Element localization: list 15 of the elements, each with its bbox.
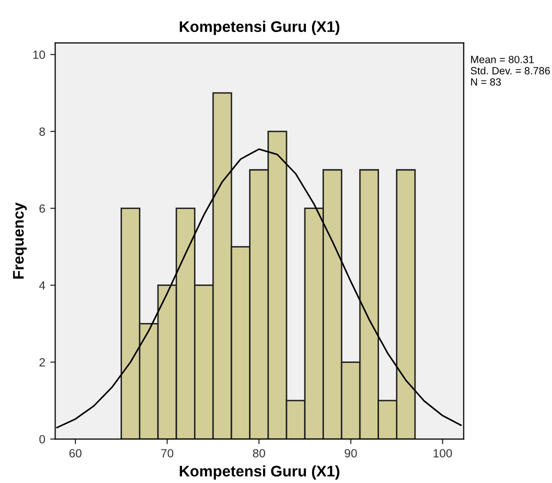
x-axis-title: Kompetensi Guru (X1): [180, 465, 340, 480]
x-tick-label: 70: [161, 449, 174, 458]
y-tick-label: 8: [39, 127, 45, 136]
x-tick-label: 80: [252, 449, 266, 458]
y-axis-title: Frequency: [13, 202, 27, 279]
y-tick-label: 2: [40, 358, 45, 366]
chart-title: Kompetensi Guru (X1): [180, 20, 340, 36]
x-tick-label: 100: [434, 449, 452, 458]
x-tick-label: 60: [69, 449, 82, 458]
x-tick-label: 90: [344, 449, 357, 458]
y-tick-label: 6: [40, 204, 45, 213]
text: Mean = 80.31 Std. Dev. = 8.786 N = 83: [470, 56, 550, 86]
y-tick-label: 0: [39, 435, 46, 444]
y-tick-label: 4: [39, 281, 46, 290]
y-tick-label: 10: [33, 50, 46, 59]
